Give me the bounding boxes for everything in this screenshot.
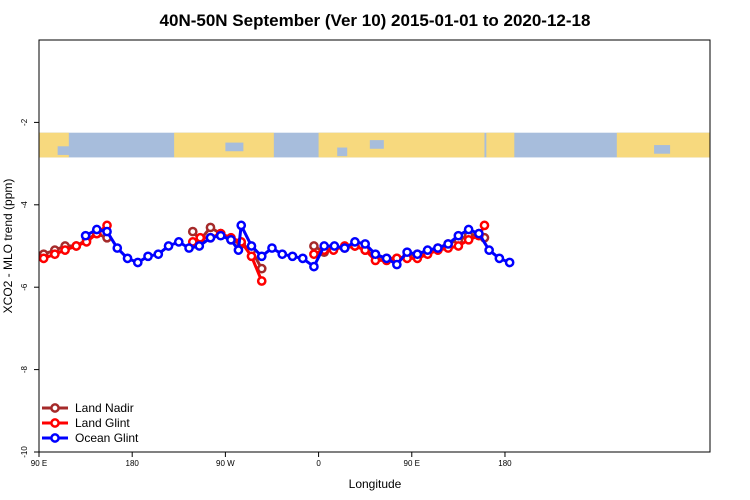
y-axis: -2 -4 -6 -8 -10 — [20, 118, 39, 458]
land-glint-point-2-15 — [463, 234, 474, 245]
land-glint-point-1-1 — [195, 232, 206, 243]
ocean-glint-point-0-39 — [474, 228, 484, 239]
ocean-inlet-3 — [369, 140, 384, 149]
x-tick-label-4: 90 E — [404, 459, 420, 468]
ocean-glint-point-0-41 — [494, 253, 505, 264]
ocean-glint-point-0-0 — [80, 230, 91, 241]
series-ocean-glint — [80, 220, 515, 272]
ocean-glint-point-0-31 — [392, 259, 402, 270]
ocean-glint-point-0-15 — [233, 245, 244, 255]
ocean-glint-point-0-16 — [236, 220, 247, 231]
ocean-glint-point-0-5 — [132, 257, 143, 268]
ocean-inlet-2 — [337, 147, 348, 157]
ocean-glint-point-0-9 — [173, 237, 184, 247]
ocean-glint-point-0-6 — [143, 251, 153, 262]
ocean-inlet-4 — [654, 145, 671, 154]
ocean-glint-point-0-30 — [381, 253, 392, 264]
land-glint-point-0-2 — [60, 245, 70, 255]
ocean-glint-point-0-22 — [297, 253, 308, 264]
land-glint-point-0-0 — [39, 253, 49, 264]
legend-label-land-nadir: Land Nadir — [75, 401, 134, 415]
ocean-glint-point-0-27 — [350, 237, 360, 247]
land-nadir-point-1-0 — [187, 226, 198, 237]
ocean-glint-point-0-1 — [91, 224, 102, 235]
ocean-glint-point-0-2 — [102, 226, 112, 237]
chart-title: 40N-50N September (Ver 10) 2015-01-01 to… — [160, 11, 591, 30]
ocean-glint-point-0-42 — [504, 257, 515, 268]
x-tick-label-1: 180 — [126, 459, 140, 468]
y-axis-label: XCO2 - MLO trend (ppm) — [1, 179, 15, 314]
legend-item-ocean-glint: Ocean Glint — [42, 431, 139, 445]
land-glint-point-1-7 — [256, 276, 267, 286]
land-glint-point-2-17 — [479, 220, 490, 231]
ocean-glint-point-0-19 — [267, 243, 277, 253]
land-area-3 — [486, 132, 515, 158]
x-tick-label-3: 0 — [316, 459, 321, 468]
ocean-glint-point-0-23 — [309, 261, 319, 272]
y-tick-label-1: -4 — [20, 201, 29, 209]
x-axis-label: Longitude — [349, 477, 402, 491]
land-area-1 — [174, 132, 274, 158]
ocean-inlet-0 — [57, 146, 70, 155]
ocean-glint-point-0-25 — [329, 241, 340, 251]
ocean-glint-point-0-21 — [287, 251, 298, 262]
world-map-band — [39, 132, 710, 158]
ocean-glint-point-0-29 — [370, 249, 381, 260]
ocean-glint-point-0-18 — [256, 251, 267, 262]
y-tick-label-0: -2 — [20, 118, 29, 126]
ocean-glint-point-0-11 — [194, 241, 205, 251]
land-glint-point-0-3 — [71, 241, 82, 251]
ocean-glint-point-0-3 — [112, 243, 123, 253]
ocean-glint-point-0-7 — [153, 249, 164, 260]
ocean-inlet-1 — [225, 142, 244, 152]
x-tick-label-2: 90 W — [216, 459, 235, 468]
ocean-glint-point-0-28 — [360, 239, 371, 249]
legend-item-land-glint: Land Glint — [42, 416, 130, 430]
ocean-glint-point-0-4 — [122, 253, 133, 264]
legend-item-land-nadir: Land Nadir — [42, 401, 134, 415]
ocean-glint-point-0-8 — [163, 241, 174, 251]
land-nadir-point-1-2 — [205, 222, 216, 233]
ocean-glint-point-0-34 — [422, 245, 433, 255]
x-axis: 90 E 180 90 W 0 90 E 180 — [31, 452, 512, 468]
series-layer — [39, 220, 515, 286]
legend-marker-land-nadir — [50, 403, 60, 413]
ocean-glint-point-0-13 — [215, 230, 226, 241]
land-glint-point-1-6 — [246, 251, 257, 262]
ocean-glint-point-0-38 — [463, 224, 474, 235]
ocean-glint-point-0-17 — [246, 241, 257, 251]
y-tick-label-2: -6 — [20, 283, 29, 291]
ocean-glint-point-0-37 — [453, 230, 464, 241]
ocean-glint-point-0-12 — [205, 232, 216, 243]
x-tick-label-5: 180 — [498, 459, 512, 468]
ocean-glint-point-0-24 — [319, 241, 330, 251]
legend-label-land-glint: Land Glint — [75, 416, 130, 430]
ocean-glint-point-0-32 — [402, 247, 412, 258]
y-tick-label-4: -10 — [20, 446, 29, 458]
land-nadir-point-2-0 — [309, 241, 319, 251]
plot-frame — [38, 39, 711, 453]
x-tick-label-0: 90 E — [31, 459, 47, 468]
ocean-glint-point-0-40 — [484, 245, 494, 255]
ocean-glint-point-0-14 — [226, 234, 236, 245]
y-tick-label-3: -8 — [20, 365, 29, 373]
land-glint-point-2-14 — [453, 241, 464, 251]
ocean-glint-point-0-26 — [339, 243, 350, 253]
land-glint-point-0-1 — [49, 249, 60, 260]
ocean-glint-point-0-36 — [443, 239, 453, 249]
ocean-glint-point-0-10 — [184, 243, 194, 253]
ocean-glint-point-0-20 — [277, 249, 288, 260]
ocean-glint-point-0-33 — [412, 249, 423, 260]
land-glint-point-2-0 — [309, 249, 319, 260]
ocean-glint-point-0-35 — [433, 243, 443, 253]
legend-label-ocean-glint: Ocean Glint — [75, 431, 139, 445]
legend-marker-land-glint — [50, 418, 60, 428]
legend-marker-ocean-glint — [50, 433, 60, 443]
